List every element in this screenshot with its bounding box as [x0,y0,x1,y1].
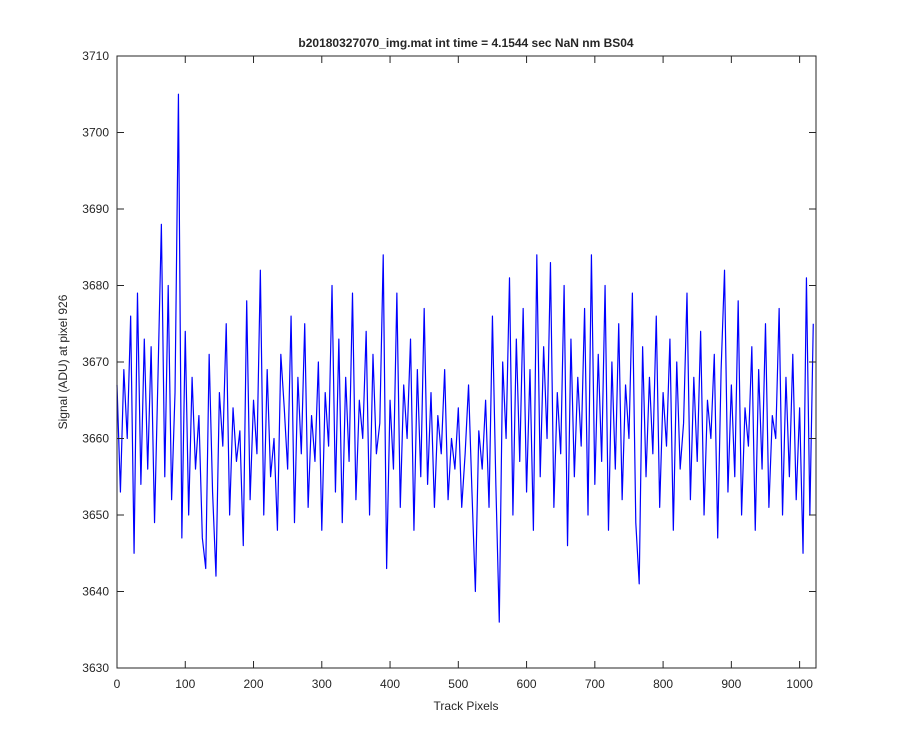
x-tick-label: 700 [585,677,605,691]
data-line [116,93,814,623]
y-tick-label: 3660 [82,432,109,446]
y-tick-label: 3690 [82,202,109,216]
x-tick-label: 100 [175,677,195,691]
y-tick-label: 3680 [82,279,109,293]
x-axis-label: Track Pixels [434,699,499,713]
x-tick-label: 400 [380,677,400,691]
x-tick-label: 600 [517,677,537,691]
y-tick-label: 3700 [82,126,109,140]
x-tick-label: 300 [312,677,332,691]
y-tick-label: 3710 [82,49,109,63]
x-tick-label: 900 [721,677,741,691]
x-tick-label: 800 [653,677,673,691]
y-tick-label: 3650 [82,508,109,522]
y-tick-label: 3670 [82,355,109,369]
x-tick-label: 500 [448,677,468,691]
chart-title: b20180327070_img.mat int time = 4.1544 s… [298,36,634,50]
y-axis-label: Signal (ADU) at pixel 926 [56,294,70,429]
x-tick-label: 0 [114,677,121,691]
y-tick-label: 3630 [82,661,109,675]
x-tick-label: 1000 [786,677,813,691]
y-tick-label: 3640 [82,585,109,599]
x-tick-label: 200 [244,677,264,691]
